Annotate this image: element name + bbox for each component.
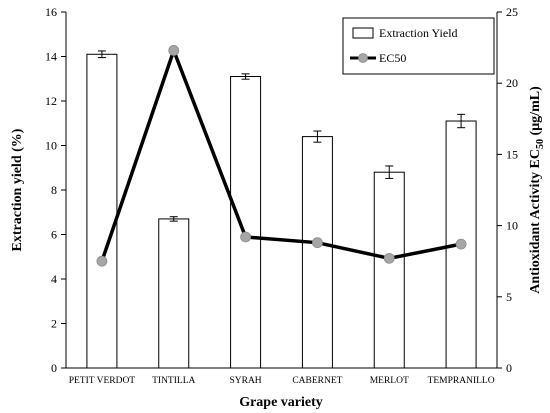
line-series (96, 45, 467, 267)
ec50-point (455, 238, 467, 250)
bar (158, 218, 190, 369)
x-tick-label: SYRAH (229, 376, 261, 386)
bar (230, 76, 262, 369)
y2-axis-title: Antioxidant Activity EC50 (µg/mL) (528, 86, 546, 294)
legend: Extraction Yield EC50 (342, 17, 495, 75)
legend-swatch-marker (358, 53, 368, 63)
y-tick-label: 10 (45, 139, 57, 153)
ec50-point (312, 237, 323, 249)
legend-label-extraction-yield: Extraction Yield (379, 26, 458, 40)
y2-tick-label: 0 (506, 361, 512, 375)
y-tick-label: 0 (51, 361, 57, 375)
category-labels: PETIT VERDOT TINTILLA SYRAH CABERNET MERLOT T… (69, 376, 495, 386)
ec50-point (96, 255, 108, 267)
y-tick-label: 2 (51, 317, 57, 331)
x-tick-label: MERLOT (370, 376, 409, 386)
ec50-point (240, 231, 251, 243)
y-tick-label: 12 (45, 94, 57, 108)
y-tick-label: 4 (51, 272, 57, 286)
left-axis-ticks: 0 2 4 6 8 10 12 14 16 (45, 5, 66, 375)
legend-label-ec50: EC50 (379, 51, 406, 65)
ec50-line (100, 45, 462, 262)
y-tick-label: 14 (45, 50, 57, 64)
y2-tick-label: 15 (506, 147, 518, 161)
y-tick-label: 8 (51, 183, 57, 197)
x-tick-label: TINTILLA (152, 376, 195, 386)
y2-tick-label: 10 (506, 219, 518, 233)
bar (373, 171, 405, 369)
y2-axis-title-sub: 50 (535, 139, 546, 149)
ec50-point (383, 252, 395, 264)
bar (86, 53, 118, 369)
x-tick-label: TEMPRANILLO (428, 376, 495, 386)
y2-tick-label: 5 (506, 290, 512, 304)
legend-box (342, 17, 495, 75)
y-axis-title: Extraction yield (%) (10, 128, 25, 251)
x-tick-label: PETIT VERDOT (69, 376, 136, 386)
x-tick-label: CABERNET (292, 376, 342, 386)
y2-tick-label: 25 (506, 5, 518, 19)
y2-axis-title-unit: (µg/mL) (528, 86, 543, 139)
y2-axis-title-main: Antioxidant Activity EC (528, 149, 543, 294)
bar (301, 136, 333, 369)
y-tick-label: 16 (45, 5, 57, 19)
legend-swatch-bar (352, 27, 374, 39)
y2-tick-label: 20 (506, 76, 518, 90)
ec50-point (168, 45, 180, 56)
x-axis-title: Grape variety (239, 395, 323, 410)
y-tick-label: 6 (51, 228, 57, 242)
bar-series (86, 50, 477, 369)
right-axis-ticks: 0 5 10 15 20 25 (497, 5, 518, 375)
